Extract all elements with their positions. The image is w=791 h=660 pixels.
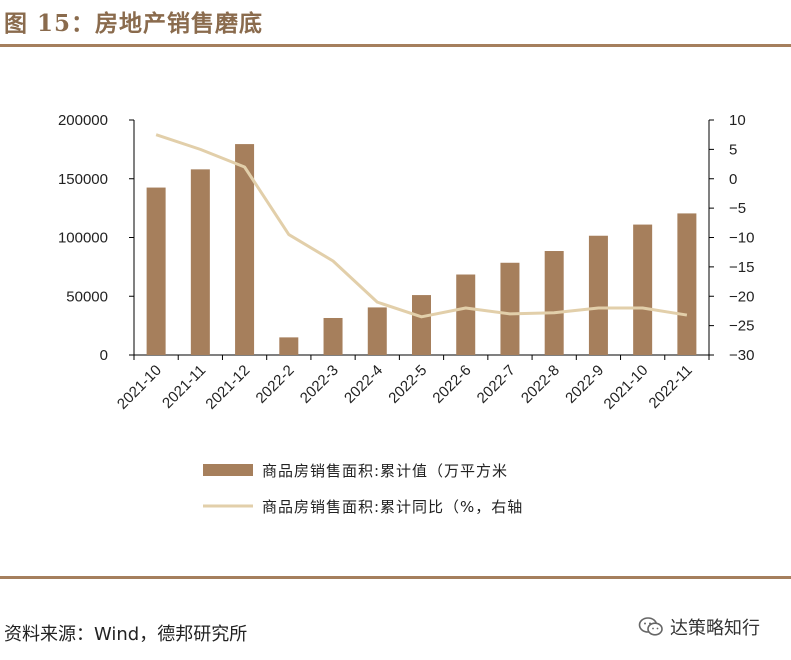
bar [146, 187, 166, 355]
right-tick-labels: −30 −25 −20 −15 −10 −5 0 5 10 [729, 112, 754, 364]
left-tick-label: 100000 [58, 230, 108, 247]
left-tick-label: 200000 [58, 112, 108, 129]
x-tick-label: 2022-5 [385, 362, 430, 407]
bar [633, 224, 653, 355]
x-tick-label: 2021-12 [202, 362, 253, 413]
legend-swatch-bar [203, 464, 253, 476]
x-tick-label: 2021-10 [601, 362, 652, 413]
bar [279, 337, 299, 355]
left-tick-label: 50000 [66, 288, 108, 305]
x-tick-label: 2022-11 [646, 362, 696, 412]
x-tick-label: 2022-7 [474, 362, 519, 407]
bar [323, 317, 343, 355]
source-note: 资料来源：Wind，德邦研究所 [4, 624, 248, 645]
right-tick-label: 5 [729, 141, 737, 158]
right-tick-label: −5 [729, 200, 746, 217]
right-tick-label: 0 [729, 171, 737, 188]
top-divider [0, 44, 791, 47]
legend-label-line: 商品房销售面积:累计同比（%，右轴 [262, 498, 523, 516]
right-tick-label: −15 [729, 259, 754, 276]
figure-title: 图 15：房地产销售磨底 [4, 10, 264, 37]
watermark: 达策略知行 [638, 613, 760, 641]
bar [190, 169, 210, 355]
right-tick-label: −25 [729, 318, 754, 335]
watermark-text: 达策略知行 [670, 618, 760, 639]
x-tick-label: 2022-2 [253, 362, 298, 407]
left-tick-label: 0 [100, 347, 108, 364]
bar [412, 295, 431, 355]
x-tick-label: 2021-11 [159, 362, 209, 412]
line-series [155, 133, 688, 319]
bottom-divider [0, 576, 791, 579]
right-tick-label: −10 [729, 230, 754, 247]
left-tick-label: 150000 [58, 171, 108, 188]
right-tick-label: −20 [729, 288, 754, 305]
right-tick-label: −30 [729, 347, 754, 364]
left-tick-labels: 0 50000 100000 150000 200000 [58, 112, 108, 364]
x-tick-label: 2022-8 [518, 362, 563, 407]
legend-label-bar: 商品房销售面积:累计值（万平方米 [262, 462, 508, 480]
wechat-icon [638, 617, 663, 636]
bar [235, 144, 255, 355]
right-tick-label: 10 [729, 112, 746, 129]
bar [367, 307, 387, 355]
x-tick-label: 2022-3 [297, 362, 342, 407]
legend: 商品房销售面积:累计值（万平方米 商品房销售面积:累计同比（%，右轴 [203, 462, 523, 516]
x-tick-label: 2022-6 [430, 362, 475, 407]
x-tick-label: 2022-4 [341, 362, 386, 407]
bar [544, 251, 564, 355]
bar [500, 262, 520, 355]
bar [677, 213, 697, 355]
bar [588, 235, 608, 355]
bar-series [146, 144, 697, 355]
x-tick-label: 2021-10 [114, 362, 165, 413]
bar [456, 274, 476, 355]
